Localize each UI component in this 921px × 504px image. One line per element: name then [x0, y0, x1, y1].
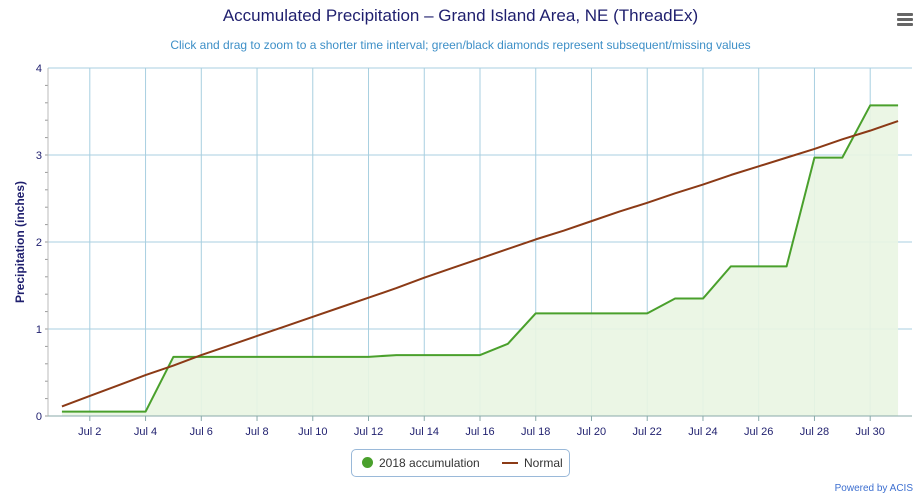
x-tick-label: Jul 14 — [410, 426, 439, 438]
x-tick-label: Jul 30 — [856, 426, 885, 438]
y-tick-label: 2 — [36, 237, 42, 249]
x-tick-label: Jul 6 — [190, 426, 213, 438]
series-layer — [61, 104, 899, 416]
y-tick-label: 0 — [36, 411, 42, 423]
credits-link[interactable]: Powered by ACIS — [834, 483, 913, 494]
x-tick-label: Jul 12 — [354, 426, 383, 438]
y-tick-label: 3 — [36, 150, 42, 162]
chart-subtitle: Click and drag to zoom to a shorter time… — [170, 38, 751, 52]
x-tick-label: Jul 28 — [800, 426, 829, 438]
x-tick-label: Jul 18 — [521, 426, 550, 438]
hamburger-menu-icon[interactable] — [897, 13, 913, 27]
x-tick-label: Jul 2 — [78, 426, 101, 438]
legend-label-normal: Normal — [524, 456, 563, 470]
x-tick-label: Jul 16 — [465, 426, 494, 438]
x-tick-label: Jul 20 — [577, 426, 606, 438]
legend-marker-accumulation — [362, 457, 373, 468]
legend-item-accumulation[interactable]: 2018 accumulation — [362, 456, 480, 470]
series-area-2018-accumulation — [61, 105, 899, 416]
legend-item-normal[interactable]: Normal — [502, 456, 563, 470]
x-tick-label: Jul 22 — [633, 426, 662, 438]
legend-label-accumulation: 2018 accumulation — [379, 456, 480, 470]
x-tick-label: Jul 8 — [245, 426, 268, 438]
y-tick-label: 4 — [36, 63, 42, 75]
chart-title: Accumulated Precipitation – Grand Island… — [222, 6, 699, 25]
series-line-normal — [61, 120, 899, 408]
y-axis-label: Precipitation (inches) — [13, 181, 27, 303]
legend-marker-normal — [502, 462, 518, 464]
legend: 2018 accumulation Normal — [351, 449, 570, 477]
y-tick-label: 1 — [36, 324, 42, 336]
x-tick-label: Jul 26 — [744, 426, 773, 438]
x-tick-label: Jul 10 — [298, 426, 327, 438]
x-tick-label: Jul 4 — [134, 426, 157, 438]
series-line-2018-accumulation — [61, 104, 899, 413]
axis-layer: 0 1 2 3 4 Jul 2 Jul 4 Jul 6 Jul 8 Jul 10 Jul 12 Jul… — [13, 63, 912, 438]
x-tick-label: Jul 24 — [688, 426, 717, 438]
